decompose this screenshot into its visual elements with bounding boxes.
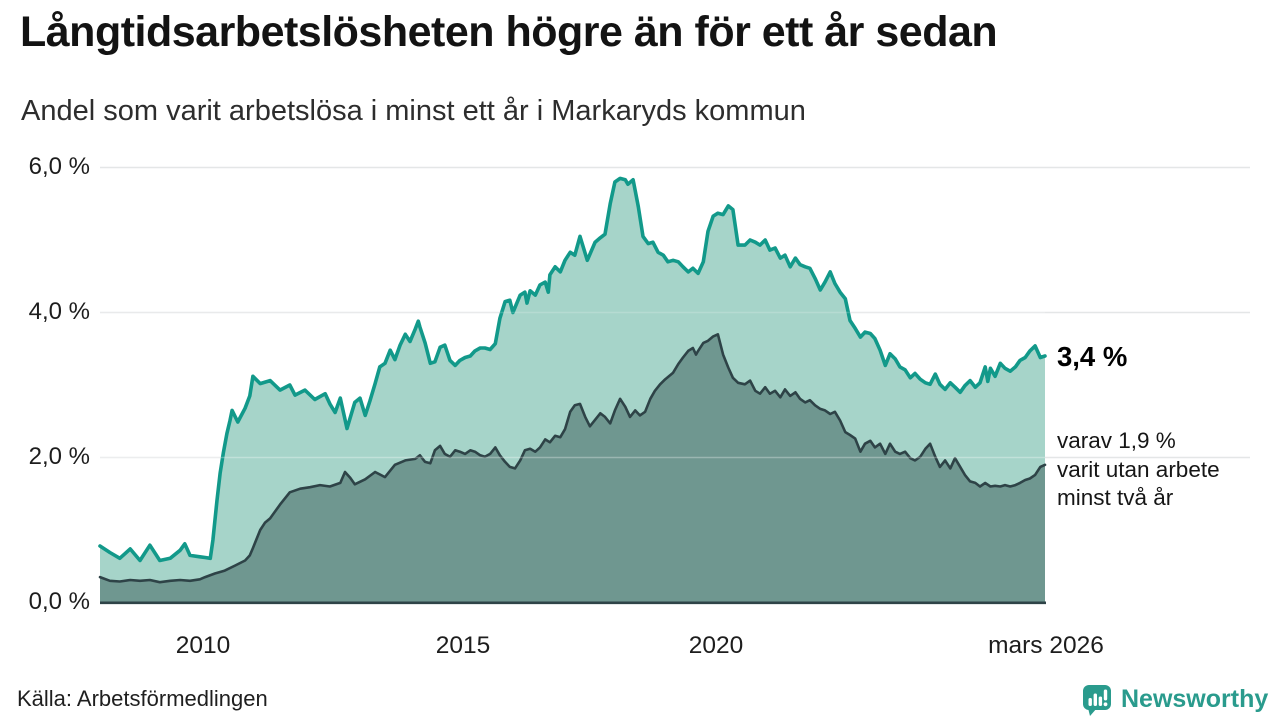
two-year-annotation-line-3: minst två år — [1057, 485, 1174, 510]
x-axis-label-2020: 2020 — [688, 632, 744, 659]
y-axis-label-0: 0,0 % — [28, 588, 90, 615]
y-axis-label-2: 2,0 % — [28, 443, 90, 470]
newsworthy-brand-name[interactable]: Newsworthy — [1121, 685, 1269, 713]
x-axis-label-mars-2026: mars 2026 — [988, 632, 1104, 659]
chart-subtitle: Andel som varit arbetslösa i minst ett å… — [21, 95, 806, 127]
latest-value-annotation: 3,4 % — [1057, 341, 1128, 372]
two-year-annotation-line-1: varav 1,9 % — [1057, 428, 1176, 453]
gridline-overlay — [100, 311, 1045, 459]
x-axis-label-2010: 2010 — [175, 632, 231, 659]
y-axis-label-4: 4,0 % — [28, 298, 90, 325]
y-axis-label-6: 6,0 % — [28, 153, 90, 180]
series-line-1 — [98, 333, 1047, 584]
x-axis-label-2015: 2015 — [435, 632, 491, 659]
source-credit: Källa: Arbetsförmedlingen — [17, 686, 268, 711]
two-year-annotation-line-2: varit utan arbete — [1057, 456, 1220, 482]
newsworthy-logo-icon[interactable] — [1082, 684, 1114, 716]
series-line-0 — [98, 176, 1047, 563]
page-title: Långtidsarbetslösheten högre än för ett … — [20, 8, 998, 56]
two-year-annotation: varav 1,9 % varit utan arbete minst två … — [1057, 427, 1220, 513]
